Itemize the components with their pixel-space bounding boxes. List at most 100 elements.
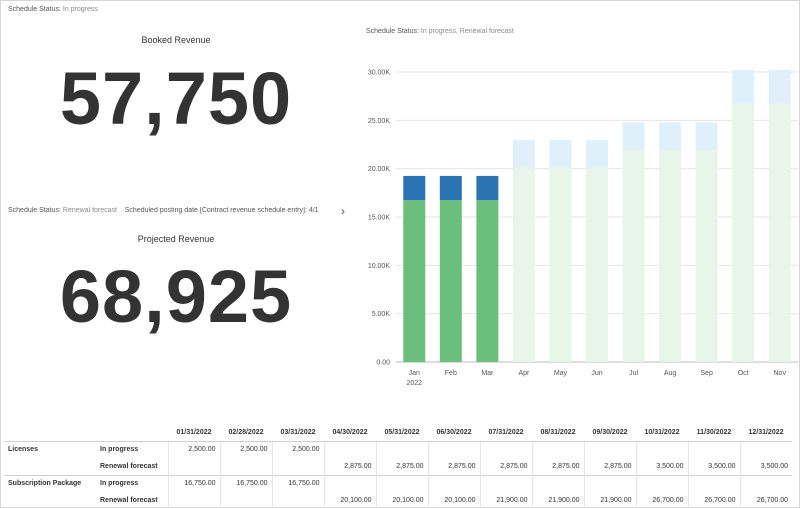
table-column-header[interactable]: 07/31/2022 <box>480 424 532 442</box>
table-cell: 16,750.00 <box>167 474 220 492</box>
table-cell <box>219 492 272 508</box>
bar-segment[interactable] <box>732 103 755 363</box>
table-cell <box>479 440 532 458</box>
projected-revenue-title: Projected Revenue <box>137 234 215 244</box>
table-cell <box>427 474 480 492</box>
table-cell: 16,750.00 <box>219 474 272 492</box>
table-cell <box>739 474 792 492</box>
table-cell <box>531 440 584 458</box>
bar-segment[interactable] <box>768 103 791 363</box>
table-cell <box>583 440 636 458</box>
table-cell: 16,750.00 <box>271 474 324 492</box>
table-cell <box>687 440 740 458</box>
filter-summary-booked[interactable]: Schedule Status: In progress <box>8 6 98 13</box>
bar-segment[interactable] <box>403 175 426 201</box>
x-tick-label: Sep <box>700 370 713 377</box>
bar-segment[interactable] <box>403 200 426 362</box>
y-tick-label: 5.00K <box>372 311 391 318</box>
x-tick-label: Jun <box>591 370 602 377</box>
x-tick-label: Feb <box>445 370 457 377</box>
table-cell <box>635 440 688 458</box>
bar-segment[interactable] <box>622 122 645 151</box>
revenue-chart: 0.00 5.00K 10.00K 15.00K 20.00K 25.00K 30.00K J… <box>368 70 798 387</box>
table-cell: 26,700.00 <box>635 492 688 508</box>
table-column-header[interactable]: 08/31/2022 <box>532 424 584 442</box>
table-cell: 26,700.00 <box>687 492 740 508</box>
bar-segment[interactable] <box>586 139 608 168</box>
bar-segment[interactable] <box>512 139 535 168</box>
table-row: Renewal forecast 2,875.00 2,875.00 2,875.00… <box>4 458 792 475</box>
table-column-header[interactable]: 06/30/2022 <box>428 424 480 442</box>
table-column-header[interactable]: 12/31/2022 <box>740 424 792 442</box>
table-cell <box>271 492 324 508</box>
table-cell: 2,875.00 <box>479 458 532 475</box>
bar-segment[interactable] <box>659 122 682 151</box>
table-cell <box>687 474 740 492</box>
bar-segment[interactable] <box>732 70 755 104</box>
table-row: Subscription Package In progress 16,750.00… <box>4 474 792 492</box>
bar-segment[interactable] <box>549 139 572 168</box>
table-cell: 21,900.00 <box>583 492 636 508</box>
table-cell: 3,500.00 <box>635 458 688 475</box>
table-cell <box>167 458 220 475</box>
booked-revenue-value: 57,750 <box>59 57 293 140</box>
table-cell: 26,700.00 <box>739 492 792 508</box>
revenue-table: 01/31/2022 02/28/2022 03/31/2022 04/30/2022… <box>4 424 792 508</box>
bar-segment[interactable] <box>549 167 572 362</box>
table-cell: 2,500.00 <box>219 440 272 458</box>
bar-segment[interactable] <box>439 175 462 201</box>
x-tick-label: May <box>554 370 568 377</box>
row-group-label: Subscription Package <box>4 474 96 492</box>
table-column-header[interactable]: 03/31/2022 <box>272 424 324 442</box>
bar-segment[interactable] <box>659 150 682 362</box>
table-column-header[interactable]: 05/31/2022 <box>376 424 428 442</box>
row-group-label <box>4 458 96 475</box>
table-cell <box>375 440 428 458</box>
chevron-right-icon[interactable]: › <box>341 204 345 218</box>
table-cell <box>583 474 636 492</box>
y-tick-label: 0.00 <box>376 360 390 367</box>
table-cell <box>375 474 428 492</box>
table-cell: 20,100.00 <box>375 492 428 508</box>
table-corner-group <box>4 424 96 442</box>
row-status-label: Renewal forecast <box>100 497 158 504</box>
y-tick-label: 30.00K <box>368 70 391 77</box>
table-cell <box>635 474 688 492</box>
filter-summary-projected[interactable]: Schedule Status: Renewal forecast Schedu… <box>8 207 333 214</box>
table-cell: 2,875.00 <box>375 458 428 475</box>
bar-segment[interactable] <box>439 200 462 362</box>
filter-label: Schedule Status: <box>366 28 419 35</box>
filter-extra: Scheduled posting date [Contract revenue… <box>124 207 319 214</box>
bar-segment[interactable] <box>512 167 535 362</box>
table-column-header[interactable]: 11/30/2022 <box>688 424 740 442</box>
table-row: Renewal forecast 20,100.00 20,100.00 20,100… <box>4 492 792 508</box>
bar-segment[interactable] <box>768 70 791 104</box>
filter-value: In progress <box>62 6 98 13</box>
x-tick-label: Jul <box>629 370 638 377</box>
table-cell: 21,900.00 <box>531 492 584 508</box>
table-cell <box>323 440 376 458</box>
x-year-label: 2022 <box>406 380 422 387</box>
table-cell: 2,500.00 <box>167 440 220 458</box>
y-tick-label: 15.00K <box>368 215 391 222</box>
table-column-header[interactable]: 02/28/2022 <box>220 424 272 442</box>
bar-segment[interactable] <box>695 150 718 362</box>
table-cell <box>219 458 272 475</box>
row-group-label: Licenses <box>4 440 96 458</box>
table-column-header[interactable]: 01/31/2022 <box>168 424 220 442</box>
table-column-header[interactable]: 04/30/2022 <box>324 424 376 442</box>
bar-segment[interactable] <box>476 200 499 362</box>
filter-summary-chart[interactable]: Schedule Status: In progress, Renewal fo… <box>366 28 514 35</box>
table-column-header[interactable]: 10/31/2022 <box>636 424 688 442</box>
table-cell: 2,875.00 <box>427 458 480 475</box>
table-cell: 21,900.00 <box>479 492 532 508</box>
row-group-label <box>4 492 96 508</box>
x-tick-label: Jan <box>409 370 420 377</box>
bar-segment[interactable] <box>622 150 645 362</box>
bar-segment[interactable] <box>695 122 718 151</box>
table-cell: 2,875.00 <box>583 458 636 475</box>
table-cell: 2,875.00 <box>323 458 376 475</box>
bar-segment[interactable] <box>586 167 608 362</box>
table-column-header[interactable]: 09/30/2022 <box>584 424 636 442</box>
bar-segment[interactable] <box>476 175 499 201</box>
